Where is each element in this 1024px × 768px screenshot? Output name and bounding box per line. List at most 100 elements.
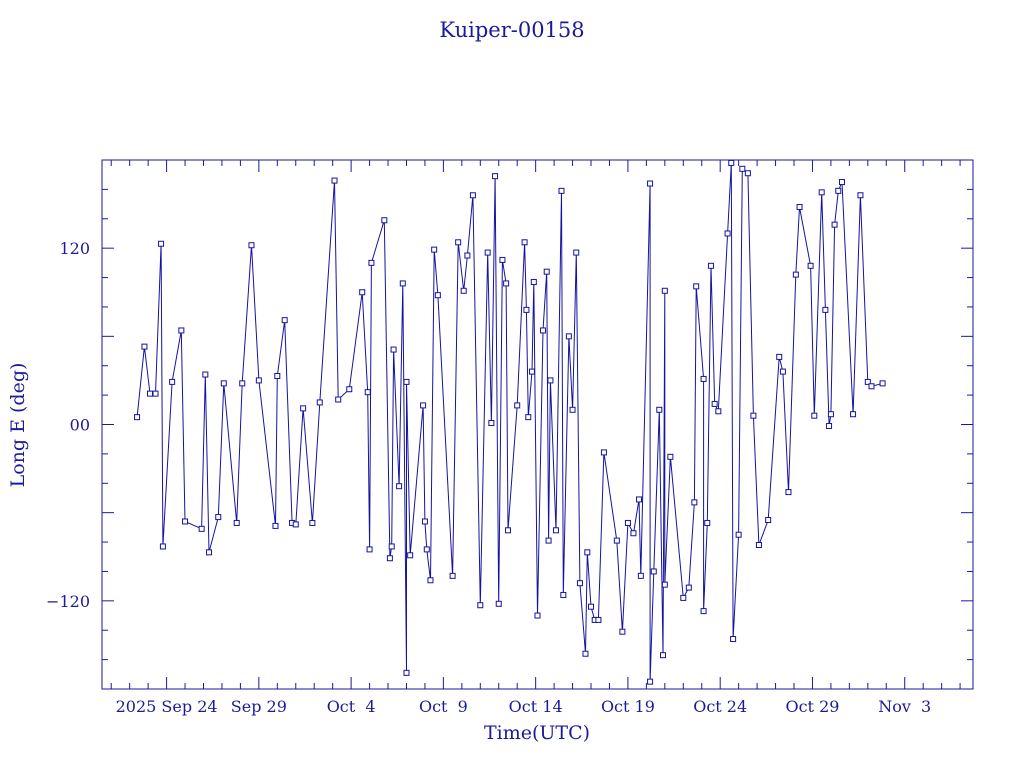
- data-point: [159, 543, 166, 550]
- data-point: [565, 333, 572, 340]
- data-point: [818, 189, 825, 196]
- data-point: [368, 259, 375, 266]
- data-point: [560, 591, 567, 598]
- data-point: [661, 287, 668, 294]
- data-point: [792, 271, 799, 278]
- data-point: [659, 652, 666, 659]
- data-point: [827, 411, 834, 418]
- data-point: [700, 608, 707, 615]
- data-point: [715, 408, 722, 415]
- x-tick-label: Oct 29: [785, 697, 839, 716]
- data-point: [707, 262, 714, 269]
- data-point: [704, 519, 711, 526]
- data-point: [274, 373, 281, 380]
- data-point: [693, 283, 700, 290]
- x-tick-label: 2025 Sep 24: [116, 697, 218, 716]
- data-point: [281, 317, 288, 324]
- data-point: [488, 420, 495, 427]
- data-point: [335, 396, 342, 403]
- data-point: [449, 572, 456, 579]
- data-point: [316, 399, 323, 406]
- data-point: [388, 543, 395, 550]
- x-tick-label: Oct 14: [509, 697, 563, 716]
- data-point: [547, 377, 554, 384]
- data-point: [826, 422, 833, 429]
- data-point: [656, 406, 663, 413]
- data-point: [152, 390, 159, 397]
- y-axis: 120 00 −120: [46, 188, 973, 661]
- data-point: [421, 518, 428, 525]
- data-point: [431, 246, 438, 253]
- data-point: [420, 402, 427, 409]
- data-point: [739, 165, 746, 172]
- data-point: [750, 412, 757, 419]
- data-point: [469, 192, 476, 199]
- data-point: [239, 380, 246, 387]
- y-tick-label: 120: [59, 239, 90, 258]
- data-point: [724, 230, 731, 237]
- data-point: [182, 518, 189, 525]
- data-point: [477, 602, 484, 609]
- data-point: [484, 249, 491, 256]
- data-point: [233, 519, 240, 526]
- data-point: [158, 240, 165, 247]
- data-point: [146, 390, 153, 397]
- data-point: [495, 600, 502, 607]
- data-point: [492, 173, 499, 180]
- data-point: [272, 522, 279, 529]
- data-point: [600, 449, 607, 456]
- data-point: [381, 217, 388, 224]
- data-point: [755, 541, 762, 548]
- data-point: [744, 170, 751, 177]
- data-point: [464, 252, 471, 259]
- data-point: [558, 187, 565, 194]
- data-point: [691, 499, 698, 506]
- data-point: [202, 371, 209, 378]
- data-point: [215, 514, 222, 521]
- data-point: [584, 549, 591, 556]
- data-point: [530, 278, 537, 285]
- data-point: [514, 402, 521, 409]
- data-point: [728, 160, 735, 166]
- x-tick-label: Oct 24: [693, 697, 747, 716]
- data-point: [850, 411, 857, 418]
- data-point: [857, 192, 864, 199]
- data-point: [831, 221, 838, 228]
- data-point: [359, 289, 366, 296]
- data-point: [407, 552, 414, 559]
- data-point: [434, 292, 441, 299]
- data-point: [504, 527, 511, 534]
- y-tick-label: −120: [46, 592, 90, 611]
- data-point: [635, 496, 642, 503]
- data-point: [700, 375, 707, 382]
- data-point: [776, 353, 783, 360]
- data-point: [427, 577, 434, 584]
- data-point: [543, 268, 550, 275]
- data-point: [292, 521, 299, 528]
- data-point: [423, 546, 430, 553]
- x-tick-label: Sep 29: [231, 697, 287, 716]
- data-point: [730, 636, 737, 643]
- data-point: [647, 678, 654, 685]
- data-point: [822, 306, 829, 313]
- data-point: [569, 406, 576, 413]
- data-point: [685, 584, 692, 591]
- data-point: [661, 581, 668, 588]
- data-point: [595, 616, 602, 623]
- x-tick-label: Oct 9: [419, 697, 468, 716]
- data-point: [499, 256, 506, 263]
- data-point: [647, 180, 654, 187]
- data-point: [386, 555, 393, 562]
- data-point: [523, 306, 530, 313]
- data-point: [667, 453, 674, 460]
- data-point: [879, 380, 886, 387]
- data-point: [588, 603, 595, 610]
- data-point: [390, 346, 397, 353]
- data-point: [206, 549, 213, 556]
- data-point: [255, 377, 262, 384]
- data-point: [811, 412, 818, 419]
- data-point: [637, 572, 644, 579]
- chart-title: Kuiper-00158: [439, 18, 584, 42]
- data-point: [300, 405, 307, 412]
